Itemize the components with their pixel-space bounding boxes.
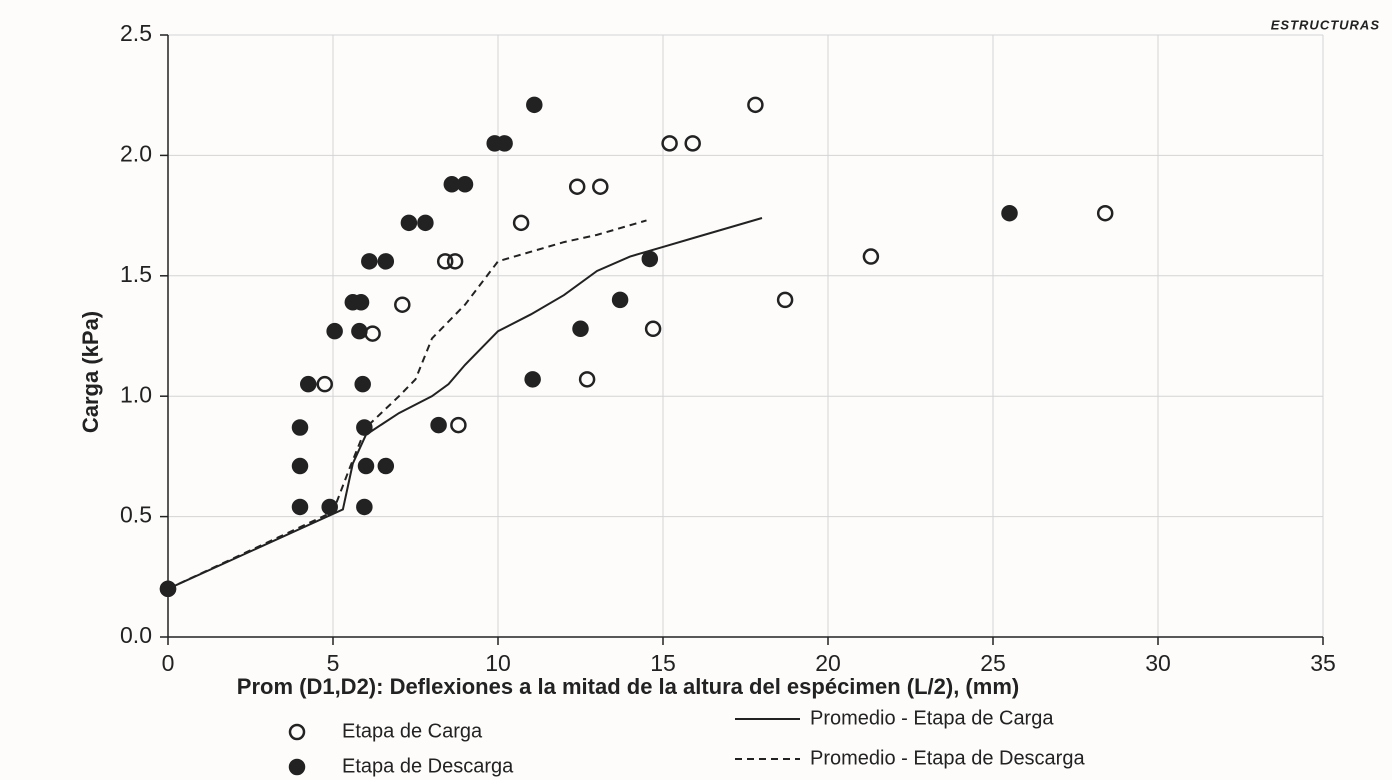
x-tick-label: 35 [1310,650,1336,676]
y-tick-label: 2.5 [120,20,152,46]
data-point [357,421,371,435]
data-point [498,136,512,150]
data-point [527,98,541,112]
data-point [359,459,373,473]
background [0,0,1392,780]
data-point [328,324,342,338]
data-point [526,372,540,386]
y-tick-label: 0.0 [120,622,152,648]
legend-marker [290,760,304,774]
data-point [161,582,175,596]
data-point [613,293,627,307]
corner-text: ESTRUCTURAS [1271,17,1380,32]
legend-label: Promedio - Etapa de Carga [810,707,1054,729]
data-point [356,377,370,391]
data-point [643,252,657,266]
data-point [445,177,459,191]
data-point [362,254,376,268]
data-point [1003,206,1017,220]
y-tick-label: 1.0 [120,381,152,407]
data-point [293,421,307,435]
data-point [432,418,446,432]
y-tick-label: 2.0 [120,140,152,166]
legend-label: Etapa de Carga [342,720,483,742]
data-point [379,254,393,268]
x-tick-label: 25 [980,650,1006,676]
data-point [418,216,432,230]
legend-label: Promedio - Etapa de Descarga [810,747,1085,769]
x-tick-label: 15 [650,650,676,676]
chart: ESTRUCTURAS Prom (D1,D2): Deflexiones a … [0,0,1392,780]
data-point [293,500,307,514]
data-point [352,324,366,338]
x-tick-label: 30 [1145,650,1171,676]
data-point [357,500,371,514]
data-point [301,377,315,391]
data-point [323,500,337,514]
x-tick-label: 5 [327,650,340,676]
data-point [458,177,472,191]
x-axis-label: Prom (D1,D2): Deflexiones a la mitad de … [237,674,1019,699]
y-tick-label: 0.5 [120,502,152,528]
data-point [402,216,416,230]
y-tick-label: 1.5 [120,261,152,287]
x-tick-label: 0 [162,650,175,676]
data-point [293,459,307,473]
y-axis-label: Carga (kPa) [78,311,103,433]
legend-label: Etapa de Descarga [342,755,514,777]
data-point [379,459,393,473]
x-tick-label: 10 [485,650,511,676]
data-point [574,322,588,336]
x-tick-label: 20 [815,650,841,676]
data-point [354,295,368,309]
